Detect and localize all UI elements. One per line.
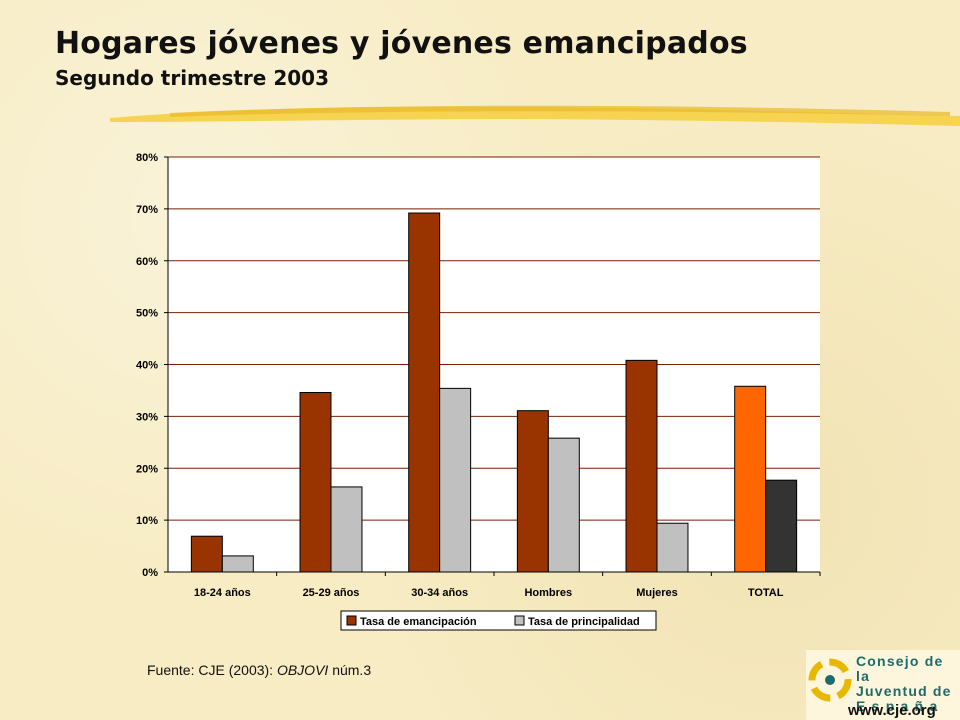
logo-line-3: E s p a ñ a <box>856 698 939 714</box>
bar-emancipacion <box>734 385 767 573</box>
bar-emancipacion <box>625 359 658 573</box>
y-tick-label: 80% <box>136 152 158 164</box>
source-suffix: núm.3 <box>328 662 372 678</box>
y-tick-label: 10% <box>136 515 158 527</box>
x-tick-label: 30-34 años <box>411 587 468 599</box>
x-tick-label: Mujeres <box>636 587 678 599</box>
legend-swatch-principalidad <box>514 615 525 626</box>
bar-principalidad <box>656 522 689 573</box>
bar-emancipacion <box>190 535 223 573</box>
x-tick-label: 18-24 años <box>194 587 251 599</box>
logo-line-1: Consejo de la <box>856 653 944 684</box>
bar-emancipacion <box>299 392 332 573</box>
bar-principalidad <box>765 479 798 573</box>
logo-text: Consejo de la Juventud de E s p a ñ a <box>856 654 960 714</box>
bar-emancipacion <box>516 410 549 573</box>
legend-swatch-emancipacion <box>346 615 357 626</box>
legend-label-principalidad: Tasa de principalidad <box>528 616 640 628</box>
y-tick-label: 0% <box>142 567 158 579</box>
title-underline-brush <box>110 105 960 126</box>
y-tick-label: 30% <box>136 411 158 423</box>
slide-title: Hogares jóvenes y jóvenes emancipados <box>55 26 748 61</box>
logo-emblem-icon <box>808 658 852 702</box>
legend <box>340 610 657 631</box>
source-note: Fuente: CJE (2003): OBJOVI núm.3 <box>147 662 371 678</box>
bar-principalidad <box>330 486 363 573</box>
y-tick-label: 60% <box>136 256 158 268</box>
legend-label-emancipacion: Tasa de emancipación <box>360 616 477 628</box>
source-italic: OBJOVI <box>276 662 329 678</box>
y-tick-label: 20% <box>136 463 158 475</box>
slide-subtitle: Segundo trimestre 2003 <box>55 66 329 90</box>
cje-logo <box>806 650 960 720</box>
x-tick-label: TOTAL <box>748 587 784 599</box>
x-tick-label: 25-29 años <box>303 587 360 599</box>
bar-emancipacion <box>408 212 441 573</box>
x-tick-label: Hombres <box>524 587 572 599</box>
y-tick-label: 70% <box>136 204 158 216</box>
bar-principalidad <box>547 437 580 573</box>
source-prefix: Fuente: CJE (2003): <box>147 662 277 678</box>
logo-url: www.cje.org <box>848 702 936 719</box>
y-tick-label: 40% <box>136 360 158 372</box>
bar-principalidad <box>439 387 472 573</box>
bar-principalidad <box>221 555 254 573</box>
logo-line-2: Juventud de <box>856 683 952 699</box>
y-tick-label: 50% <box>136 308 158 320</box>
